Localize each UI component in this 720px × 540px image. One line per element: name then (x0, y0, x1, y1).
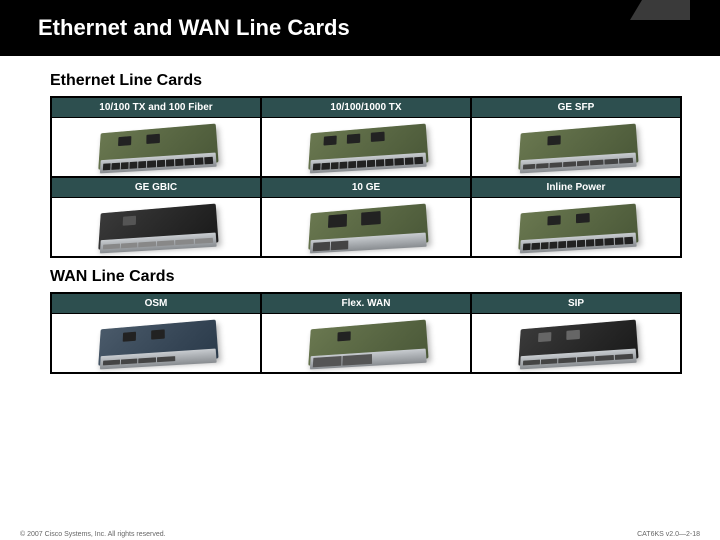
slide-title: Ethernet and WAN Line Cards (38, 15, 350, 41)
card-cell: SIP (471, 293, 681, 373)
corner-accent (630, 0, 690, 20)
card-cell: 10/100 TX and 100 Fiber (51, 97, 261, 177)
ethernet-section-title: Ethernet Line Cards (50, 72, 682, 90)
card-image (52, 118, 260, 176)
card-image (262, 118, 470, 176)
card-cell: OSM (51, 293, 261, 373)
card-image (52, 198, 260, 256)
card-cell: Inline Power (471, 177, 681, 257)
card-image (52, 314, 260, 372)
card-label: 10/100/1000 TX (262, 98, 470, 118)
card-cell: 10/100/1000 TX (261, 97, 471, 177)
card-label: Flex. WAN (262, 294, 470, 314)
card-label: Inline Power (472, 178, 680, 198)
copyright-text: © 2007 Cisco Systems, Inc. All rights re… (20, 531, 166, 538)
card-cell: GE SFP (471, 97, 681, 177)
footer: © 2007 Cisco Systems, Inc. All rights re… (0, 520, 720, 540)
card-image (472, 118, 680, 176)
card-label: 10/100 TX and 100 Fiber (52, 98, 260, 118)
title-bar: Ethernet and WAN Line Cards (0, 0, 720, 56)
ethernet-grid: 10/100 TX and 100 Fiber 10/100/1000 TX G… (50, 96, 682, 258)
card-cell: GE GBIC (51, 177, 261, 257)
card-image (262, 314, 470, 372)
slide-number: CAT6KS v2.0—2-18 (637, 531, 700, 538)
card-image (262, 198, 470, 256)
wan-section-title: WAN Line Cards (50, 268, 682, 286)
card-label: GE GBIC (52, 178, 260, 198)
card-cell: 10 GE (261, 177, 471, 257)
card-label: 10 GE (262, 178, 470, 198)
card-label: GE SFP (472, 98, 680, 118)
content-area: Ethernet Line Cards 10/100 TX and 100 Fi… (0, 56, 720, 374)
card-cell: Flex. WAN (261, 293, 471, 373)
card-label: OSM (52, 294, 260, 314)
card-image (472, 314, 680, 372)
wan-grid: OSM Flex. WAN SIP (50, 292, 682, 374)
card-label: SIP (472, 294, 680, 314)
card-image (472, 198, 680, 256)
